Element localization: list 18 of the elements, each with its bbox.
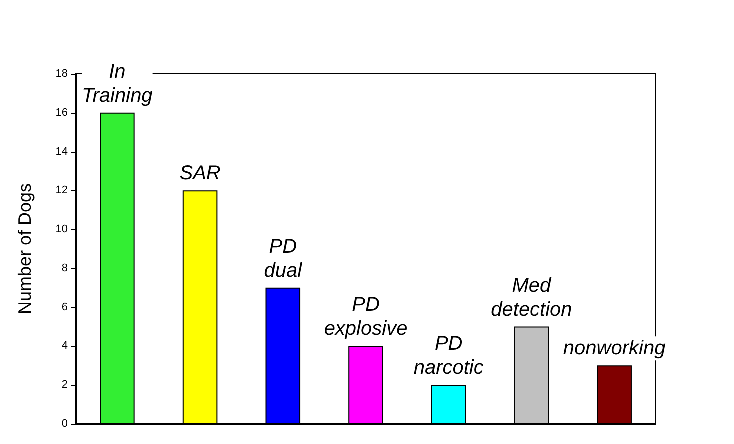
y-tick-label: 14 — [56, 146, 68, 158]
y-tick-label: 6 — [62, 301, 68, 314]
x-tick-label: SAR — [180, 162, 221, 185]
y-tick-label: 2 — [62, 379, 68, 392]
y-tick-label: 10 — [56, 224, 68, 236]
x-tick-label: Med detection — [491, 274, 572, 321]
y-tick-label: 16 — [56, 106, 68, 119]
x-tick-label: PD dual — [264, 236, 303, 282]
y-tick-label: 12 — [56, 184, 68, 197]
y-tick-label: 4 — [62, 340, 68, 352]
x-tick-label: PD explosive — [324, 294, 408, 340]
y-tick-label: 0 — [62, 418, 68, 430]
y-tick-label: 8 — [62, 262, 68, 274]
y-tick-label: 18 — [56, 68, 68, 80]
x-tick-label: PD narcotic — [414, 333, 484, 380]
x-tick-label: In Training — [82, 60, 153, 107]
y-axis-title: Number of Dogs — [15, 183, 35, 315]
x-tick-label: nonworking — [563, 338, 666, 360]
